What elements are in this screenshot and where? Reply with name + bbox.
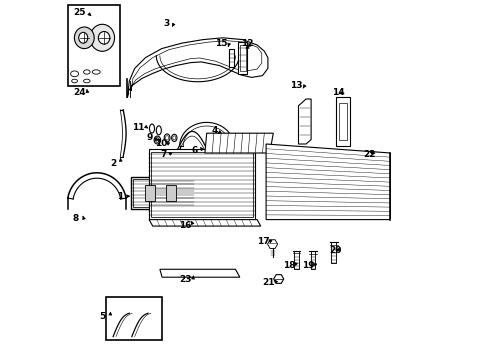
Ellipse shape: [72, 79, 77, 83]
Text: 16: 16: [179, 220, 191, 230]
Polygon shape: [267, 240, 277, 248]
Text: 21: 21: [262, 278, 274, 287]
Bar: [144, 185, 155, 201]
Text: 22: 22: [363, 150, 375, 158]
Ellipse shape: [155, 138, 159, 142]
Text: 11: 11: [132, 122, 144, 131]
Bar: [310, 251, 315, 269]
Ellipse shape: [164, 134, 170, 142]
Polygon shape: [204, 133, 273, 153]
Text: 13: 13: [290, 81, 303, 90]
Polygon shape: [149, 220, 260, 226]
Text: 8: 8: [73, 214, 79, 223]
Bar: [336, 97, 349, 146]
Text: 4: 4: [211, 126, 218, 135]
Ellipse shape: [172, 136, 175, 140]
Text: 6: 6: [191, 146, 198, 155]
Ellipse shape: [98, 31, 110, 44]
Bar: [133, 179, 192, 207]
Text: 10: 10: [155, 139, 167, 148]
Text: 9: 9: [146, 133, 152, 142]
Bar: [166, 185, 176, 201]
Text: 14: 14: [332, 88, 345, 97]
Text: 2: 2: [110, 158, 116, 167]
Ellipse shape: [156, 126, 161, 135]
Bar: [131, 177, 194, 209]
Text: 25: 25: [73, 8, 86, 17]
Polygon shape: [127, 38, 267, 97]
Ellipse shape: [90, 24, 114, 51]
Ellipse shape: [165, 136, 168, 140]
Bar: [238, 42, 247, 74]
Ellipse shape: [149, 124, 154, 133]
Text: 18: 18: [283, 261, 295, 270]
Bar: [106, 297, 162, 340]
Bar: [151, 152, 253, 217]
Text: 17: 17: [257, 238, 269, 246]
Text: 23: 23: [179, 274, 191, 284]
Text: 15: 15: [214, 40, 227, 49]
Bar: [229, 49, 233, 67]
Ellipse shape: [70, 71, 79, 77]
Ellipse shape: [92, 70, 100, 74]
Bar: [330, 242, 336, 263]
Text: 12: 12: [241, 40, 253, 49]
Text: 5: 5: [99, 311, 105, 320]
Text: 3: 3: [163, 19, 169, 28]
Text: 24: 24: [73, 88, 86, 97]
Bar: [338, 103, 347, 140]
Ellipse shape: [83, 79, 90, 83]
Bar: [68, 5, 120, 86]
Ellipse shape: [83, 70, 90, 74]
Polygon shape: [265, 144, 389, 220]
Text: 7: 7: [160, 150, 166, 159]
Polygon shape: [298, 99, 310, 144]
Polygon shape: [273, 275, 283, 283]
Text: 20: 20: [328, 246, 341, 255]
Bar: [240, 45, 245, 71]
Ellipse shape: [79, 32, 87, 43]
Ellipse shape: [74, 27, 94, 49]
Text: 1: 1: [117, 192, 123, 201]
Bar: [293, 251, 298, 269]
Bar: [149, 149, 255, 220]
Polygon shape: [160, 269, 239, 277]
Ellipse shape: [171, 134, 177, 141]
Text: 19: 19: [302, 261, 314, 270]
Ellipse shape: [154, 136, 160, 144]
